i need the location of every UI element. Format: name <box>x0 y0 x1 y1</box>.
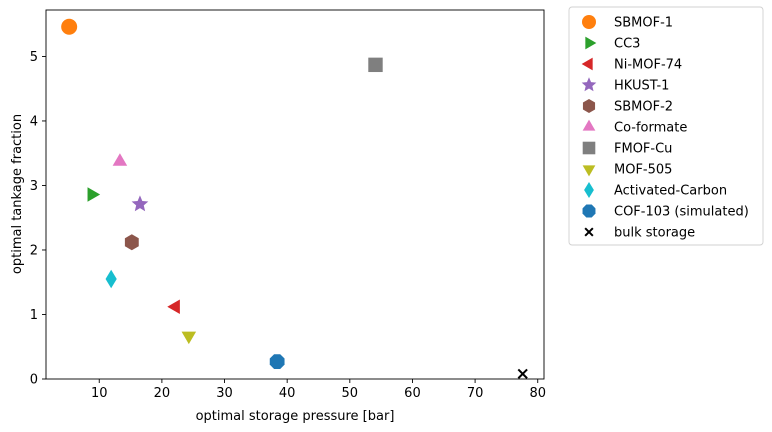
legend-label-cof-103-simulated: COF-103 (simulated) <box>614 205 749 220</box>
x-tick-label: 40 <box>279 386 296 401</box>
point-cof-103-simulated <box>269 354 285 369</box>
legend-marker-sbmof-1 <box>582 15 596 29</box>
data-points <box>61 18 528 379</box>
legend-marker-mof-505 <box>582 165 596 177</box>
point-mof-505 <box>181 331 197 345</box>
y-tick-label: 2 <box>30 243 38 258</box>
legend: SBMOF-1 CC3 Ni-MOF-74 HKUST-1 SBMOF-2 Co-form… <box>581 15 749 241</box>
y-tick-label: 4 <box>30 114 38 129</box>
x-axis-label: optimal storage pressure [bar] <box>196 409 395 424</box>
legend-label-cc3: CC3 <box>614 37 640 52</box>
y-tick-label: 5 <box>30 50 38 65</box>
legend-marker-cof-103-simulated <box>582 204 596 218</box>
legend-marker-ni-mof-74 <box>581 57 593 71</box>
legend-marker-activated-carbon <box>584 181 594 199</box>
axis-ticks: 10 20 30 40 50 60 70 80 0 1 2 3 4 5 <box>30 50 546 401</box>
legend-marker-cc3 <box>585 36 597 50</box>
x-tick-label: 70 <box>467 386 484 401</box>
x-tick-label: 80 <box>529 386 546 401</box>
legend-label-mof-505: MOF-505 <box>614 163 672 178</box>
x-tick-label: 30 <box>216 386 233 401</box>
legend-label-sbmof-2: SBMOF-2 <box>614 100 673 115</box>
legend-marker-co-formate <box>582 119 596 131</box>
point-ni-mof-74 <box>167 299 180 315</box>
point-fmof-cu <box>368 57 383 73</box>
legend-label-sbmof-1: SBMOF-1 <box>614 16 673 31</box>
x-stroke <box>517 368 528 379</box>
y-axis-label: optimal tankage fraction <box>10 114 25 274</box>
point-co-formate <box>112 153 128 166</box>
y-tick-label: 3 <box>30 179 38 194</box>
legend-label-hkust-1: HKUST-1 <box>614 79 669 94</box>
legend-marker-hkust-1 <box>581 77 597 92</box>
x-tick-label: 60 <box>404 386 421 401</box>
point-bulk-storage <box>517 368 528 379</box>
point-cc3 <box>87 187 101 202</box>
plot-frame <box>45 9 545 380</box>
point-sbmof-2 <box>124 234 139 251</box>
point-sbmof-1 <box>61 18 78 35</box>
x-stroke <box>584 227 594 237</box>
y-tick-label: 0 <box>30 373 38 388</box>
point-activated-carbon <box>105 269 117 289</box>
legend-marker-sbmof-2 <box>582 99 596 113</box>
legend-label-co-formate: Co-formate <box>614 121 687 136</box>
legend-label-fmof-cu: FMOF-Cu <box>614 142 672 157</box>
legend-marker-bulk-storage <box>584 227 594 237</box>
legend-label-ni-mof-74: Ni-MOF-74 <box>614 58 682 73</box>
legend-marker-fmof-cu <box>582 141 596 155</box>
legend-label-activated-carbon: Activated-Carbon <box>614 184 727 199</box>
x-tick-label: 50 <box>342 386 359 401</box>
legend-box <box>568 6 764 246</box>
y-tick-label: 1 <box>30 308 38 323</box>
point-hkust-1 <box>131 195 149 212</box>
x-tick-label: 20 <box>154 386 171 401</box>
x-tick-label: 10 <box>91 386 108 401</box>
legend-label-bulk-storage: bulk storage <box>614 226 695 241</box>
